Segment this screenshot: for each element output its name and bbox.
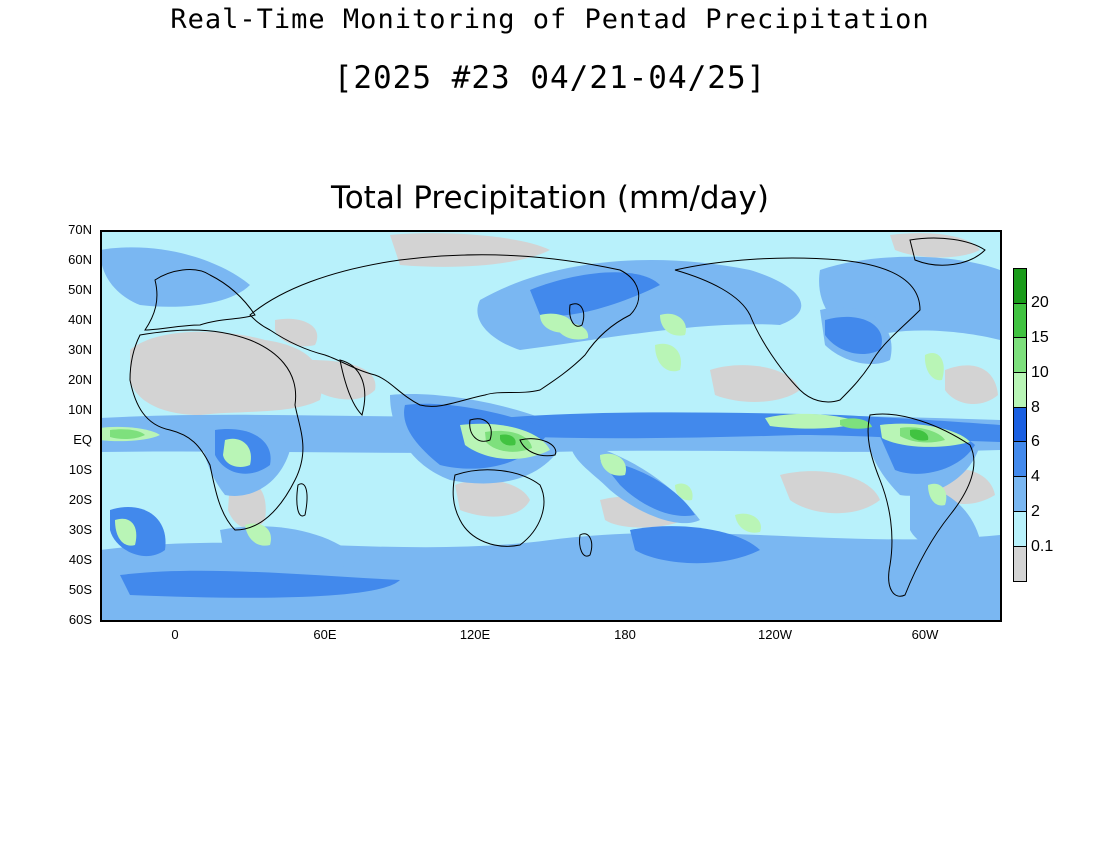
dry-east-pacific-s (780, 471, 880, 514)
page-title: Real-Time Monitoring of Pentad Precipita… (170, 4, 930, 35)
lat-label: 40N (68, 312, 92, 327)
map-title: Total Precipitation (mm/day) (331, 180, 769, 216)
colorbar-label: 8 (1031, 398, 1040, 416)
coast-australia (452, 469, 545, 547)
lon-label: 60E (313, 627, 337, 642)
colorbar-label: 20 (1031, 293, 1049, 311)
dgreen-amazon (910, 429, 929, 441)
lat-label: 10S (68, 462, 92, 477)
dry-east-pacific-n (710, 365, 800, 402)
green-se-brazil (928, 483, 947, 506)
dark-south-pacific (630, 526, 760, 564)
green-atlantic-n (924, 352, 944, 381)
coast-north-america (674, 257, 921, 403)
coast-india (339, 359, 366, 416)
colorbar-label: 0.1 (1031, 538, 1054, 556)
colorbar-segment (1013, 372, 1027, 408)
green-south-atlantic (115, 518, 137, 546)
precipitation-map-svg (100, 230, 1000, 620)
band-south-atlantic-cz (910, 487, 980, 551)
dry-australia (455, 480, 530, 517)
lon-label: 120W (758, 627, 792, 642)
lon-label: 0 (171, 627, 179, 642)
lat-label: 70N (68, 222, 92, 237)
coast-new-guinea (519, 438, 557, 457)
green-kuroshio-e (660, 313, 686, 336)
lon-label: 180 (614, 627, 636, 642)
lat-label: 30S (68, 522, 92, 537)
colorbar-segment (1013, 302, 1027, 338)
coast-asia (249, 254, 640, 407)
coast-japan (569, 303, 585, 327)
colorbar-label: 10 (1031, 363, 1049, 381)
green-spcz (735, 513, 761, 533)
precipitation-map (100, 230, 1000, 620)
coast-madagascar (296, 483, 308, 517)
colorbar-label: 2 (1031, 503, 1040, 521)
green-west-pacific-s (600, 453, 626, 476)
coast-europe (144, 269, 256, 331)
colorbar-segment (1013, 337, 1027, 373)
coast-africa (129, 329, 304, 531)
colorbar-segment (1013, 268, 1027, 304)
dark-southern-ocean (120, 570, 400, 598)
coast-new-zealand (579, 533, 593, 557)
colorbar-segment (1013, 547, 1027, 582)
lon-label: 60W (911, 627, 939, 642)
dark-gulf-stream (825, 316, 882, 355)
band-europe (100, 247, 250, 307)
green-indian-ocean (245, 523, 271, 546)
extreme-precip (500, 429, 929, 446)
colorbar-segment (1013, 477, 1027, 513)
mgreen-east-itcz (840, 418, 872, 429)
lat-label: 60S (68, 612, 92, 627)
coast-greenland (909, 237, 986, 266)
moderate-precip (100, 247, 1000, 620)
lat-label: 20S (68, 492, 92, 507)
green-north-pacific-2 (555, 323, 589, 340)
green-east-pacific-itcz (765, 413, 860, 429)
coast-borneo (469, 418, 492, 442)
lat-label: EQ (73, 432, 92, 447)
lat-label: 60N (68, 252, 92, 267)
lat-label: 50N (68, 282, 92, 297)
lon-label: 120E (459, 627, 491, 642)
green-south-pacific (675, 483, 693, 501)
colorbar-label: 6 (1031, 433, 1040, 451)
lat-label: 40S (68, 552, 92, 567)
colorbar-segment (1013, 407, 1027, 443)
colorbar (1013, 268, 1027, 582)
dark-kuroshio (530, 272, 660, 316)
colorbar-label: 15 (1031, 328, 1049, 346)
dark-itcz-pacific (500, 412, 1000, 442)
lat-label: 10N (68, 402, 92, 417)
colorbar-segment (1013, 512, 1027, 548)
period-subtitle: [2025 #23 04/21-04/25] (333, 60, 767, 96)
lat-label: 20N (68, 372, 92, 387)
green-north-pacific-1 (655, 343, 681, 372)
coast-south-america (867, 413, 975, 597)
colorbar-label: 4 (1031, 468, 1040, 486)
dry-sahara (130, 331, 322, 415)
dry-siberia (390, 233, 550, 267)
dgreen-maritime (500, 434, 516, 446)
dry-north-atlantic (945, 365, 998, 405)
green-congo (223, 438, 251, 467)
colorbar-segment (1013, 442, 1027, 478)
coastlines (129, 237, 986, 597)
mgreen-itcz-w (110, 429, 145, 440)
lat-label: 30N (68, 342, 92, 357)
lat-label: 50S (68, 582, 92, 597)
